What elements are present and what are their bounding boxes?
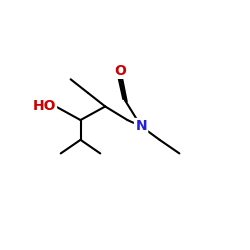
Text: HO: HO (32, 100, 56, 114)
Text: O: O (114, 64, 126, 78)
Text: N: N (135, 119, 147, 133)
